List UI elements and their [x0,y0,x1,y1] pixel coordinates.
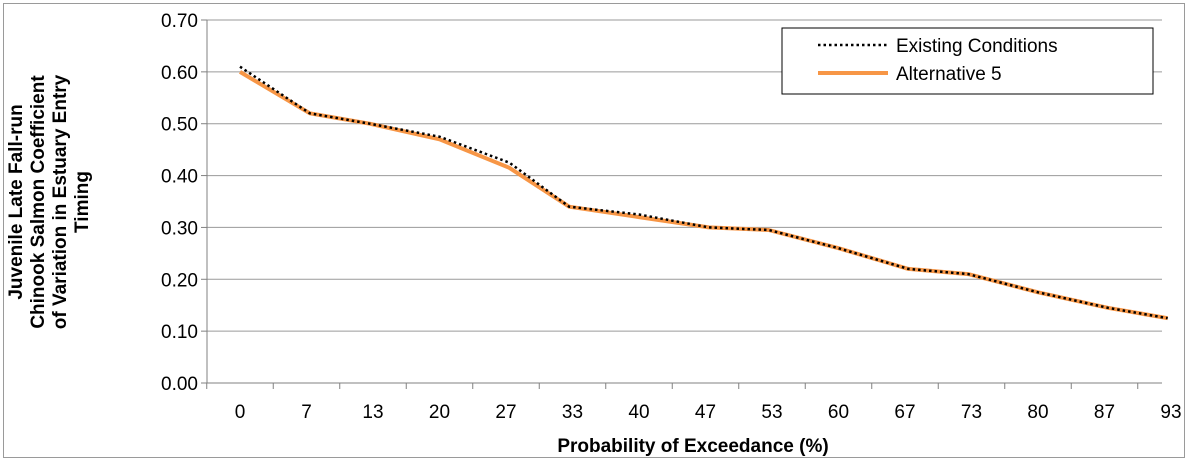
y-axis-title-line-3: of Variation in Estuary Entry [50,74,71,329]
x-tick-label: 87 [1094,402,1115,423]
series-line-alternative-5 [238,70,1169,321]
x-tick-label: 27 [495,402,516,423]
x-tick-label: 33 [562,402,583,423]
y-tick-label: 0.30 [161,218,198,239]
x-tick-label: 73 [961,402,982,423]
x-tick-label: 67 [894,402,915,423]
x-axis-title: Probability of Exceedance (%) [557,436,828,457]
y-tick-label: 0.20 [161,270,198,291]
y-tick-label: 0.70 [161,11,198,32]
axes: 0.00 0.10 0.20 0.30 0.40 0.50 0.60 0.70 0 7 13 20 27… [161,11,1182,423]
y-axis-title-line-1: Juvenile Late Fall-run [6,104,27,299]
legend-label-alternative-5: Alternative 5 [896,64,1002,85]
legend-label-existing-conditions: Existing Conditions [896,36,1058,57]
x-tick-label: 47 [695,402,716,423]
y-tick-label: 0.60 [161,63,198,84]
y-axis-title-line-2: Chinook Salmon Coefficient [28,75,49,329]
x-tick-label: 20 [429,402,450,423]
x-tick-label: 80 [1027,402,1048,423]
x-tick-label: 60 [828,402,849,423]
x-tick-label: 40 [628,402,649,423]
x-tick-label: 93 [1160,402,1181,423]
y-tick-label: 0.00 [161,374,198,395]
series-line-existing-conditions [239,65,1168,320]
x-tick-label: 0 [235,402,246,423]
x-tick-label: 13 [362,402,383,423]
y-axis-title: Juvenile Late Fall-run Chinook Salmon Co… [6,74,93,329]
y-tick-label: 0.50 [161,115,198,136]
legend-box [781,27,1154,95]
y-tick-label: 0.10 [161,322,198,343]
y-tick-label: 0.40 [161,167,198,188]
series-lines [238,65,1169,321]
legend: Existing Conditions Alternative 5 [781,27,1154,95]
x-tick-label: 7 [301,402,312,423]
x-tick-label: 53 [761,402,782,423]
y-axis-title-line-4: Timing [72,171,93,233]
